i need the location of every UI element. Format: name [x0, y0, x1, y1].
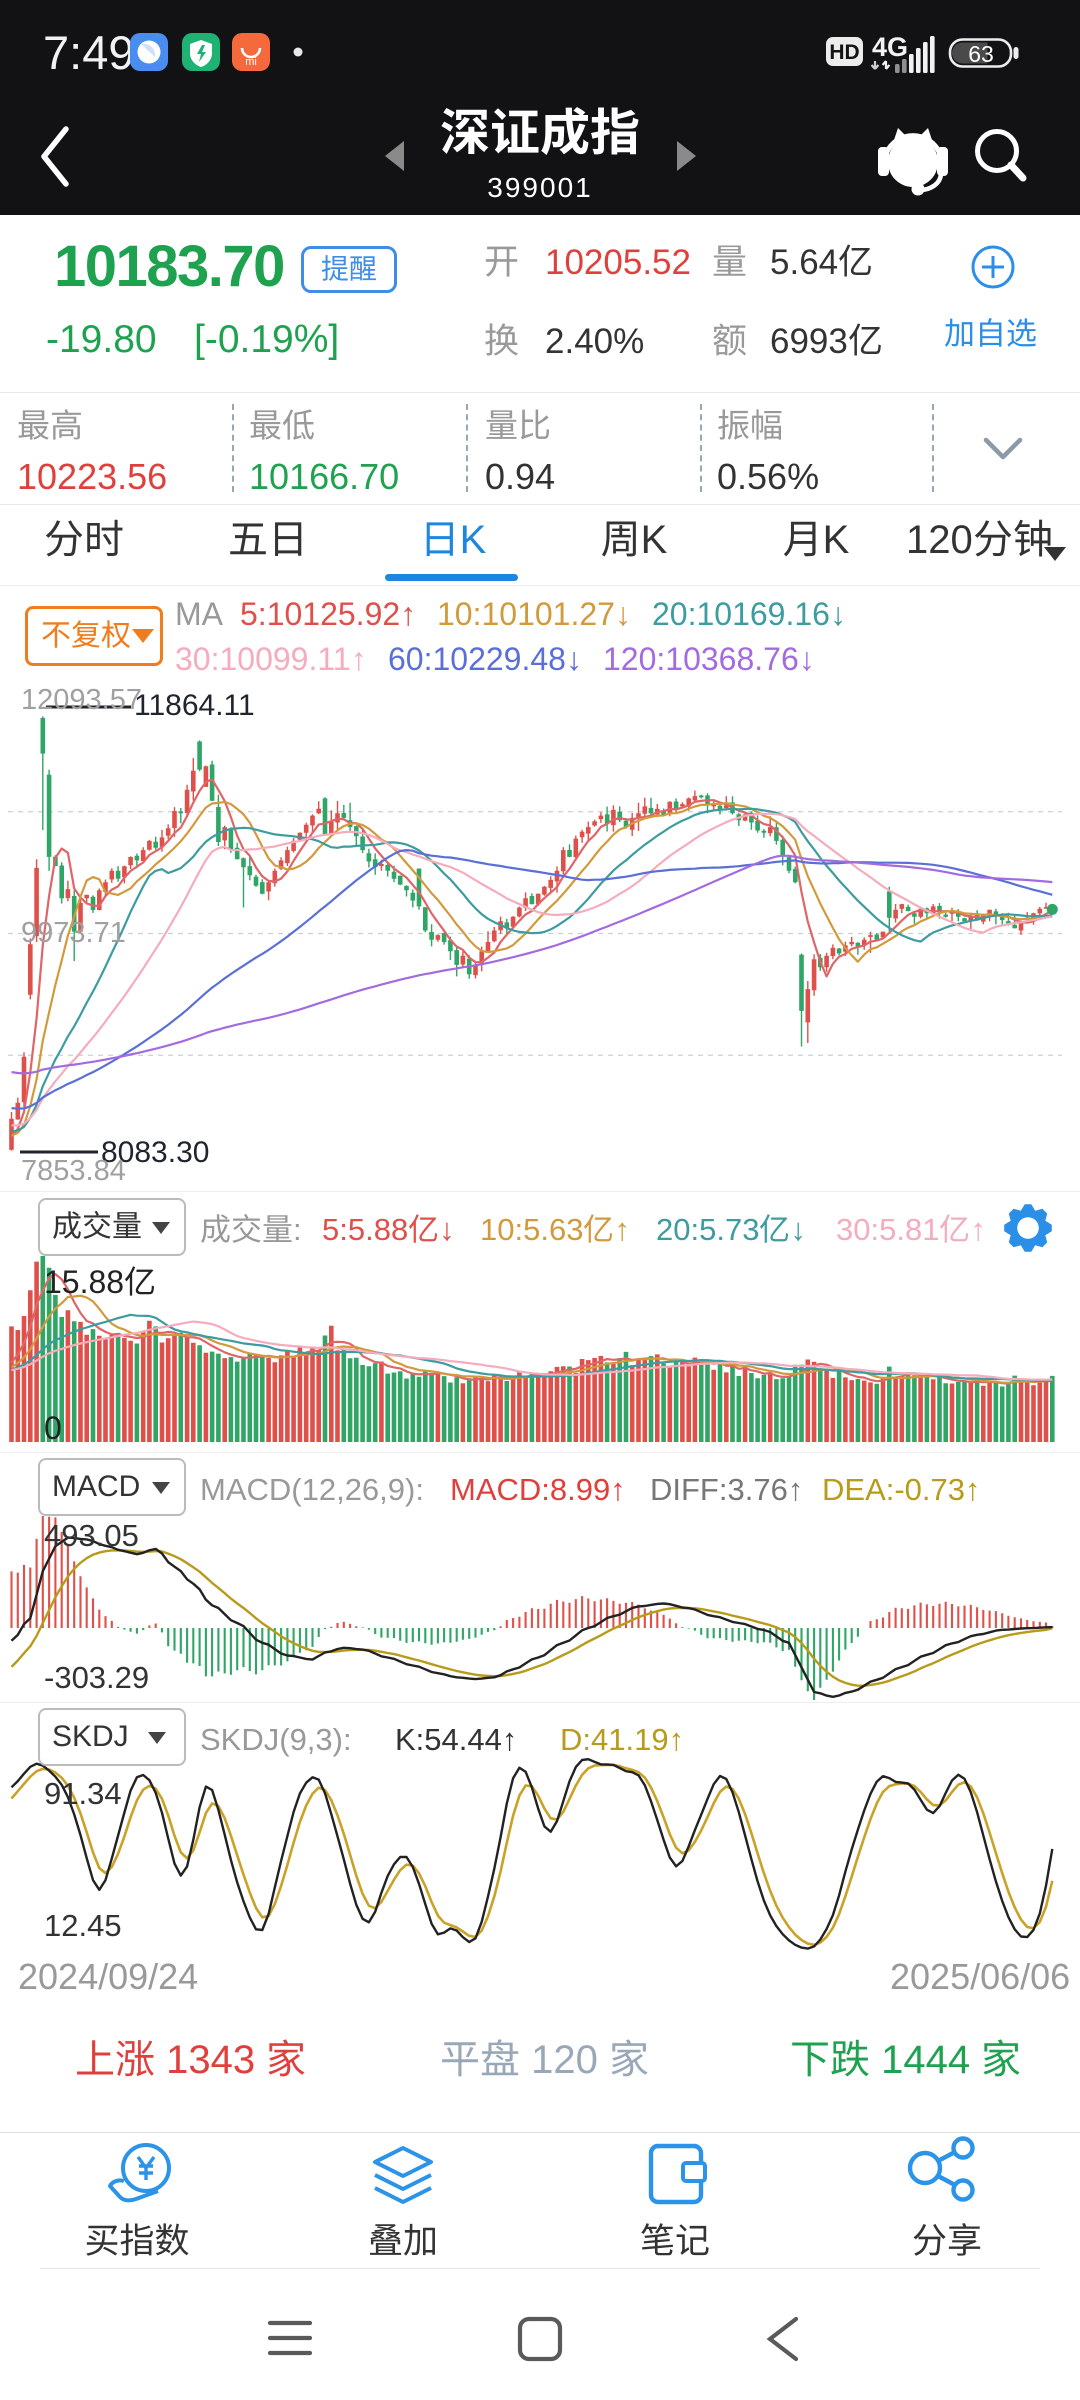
svg-text:4G: 4G — [872, 32, 908, 62]
svg-text:mi: mi — [245, 56, 257, 68]
svg-text:HD: HD — [829, 41, 859, 64]
svg-text:63: 63 — [968, 41, 994, 67]
